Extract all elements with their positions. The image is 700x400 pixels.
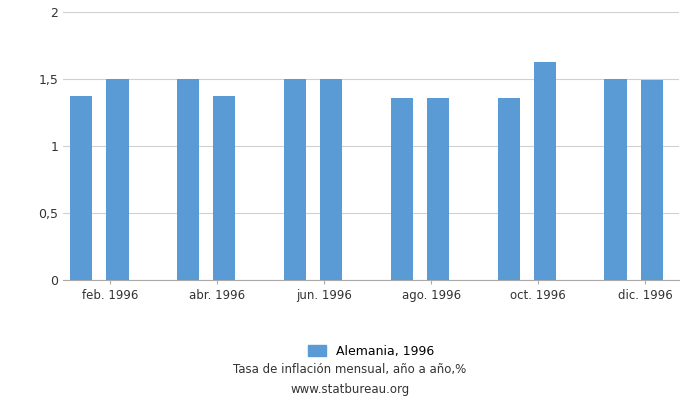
Text: www.statbureau.org: www.statbureau.org: [290, 384, 410, 396]
Bar: [70, 96, 92, 280]
Bar: [284, 79, 306, 280]
Bar: [427, 98, 449, 280]
Bar: [213, 96, 235, 280]
Text: Tasa de inflación mensual, año a año,%: Tasa de inflación mensual, año a año,%: [233, 364, 467, 376]
Bar: [604, 79, 627, 280]
Bar: [640, 80, 663, 280]
Bar: [498, 98, 520, 280]
Bar: [320, 79, 342, 280]
Bar: [176, 79, 200, 280]
Bar: [533, 62, 556, 280]
Legend: Alemania, 1996: Alemania, 1996: [302, 340, 440, 363]
Bar: [391, 98, 413, 280]
Bar: [106, 79, 129, 280]
